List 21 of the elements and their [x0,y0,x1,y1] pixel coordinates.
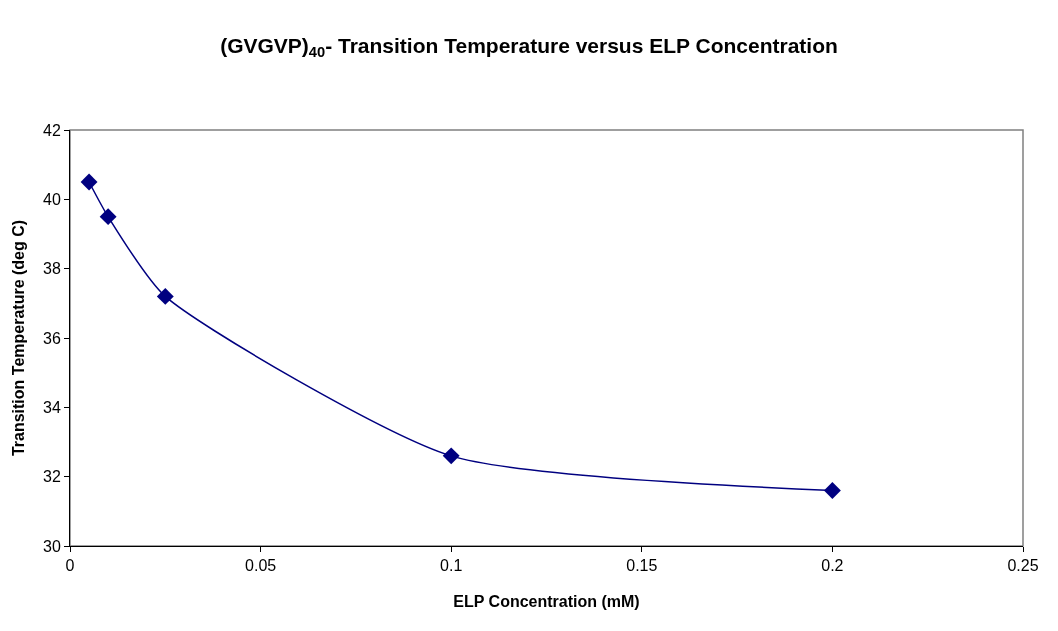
point [156,287,174,305]
x-tick-label: 0.1 [440,557,463,575]
y-tick-label: 40 [43,190,61,208]
x-tick-label: 0.15 [626,557,658,575]
chart-title: (GVGVP)$_{40}$- Transition Temperature versus ELP Concentration [220,33,838,60]
y-tick-label: 30 [43,537,61,555]
x-tick-label: 0.25 [1007,557,1039,575]
x-axis-title: ELP Concentration (mM) [453,592,640,610]
x-tick-label: 0 [65,557,75,575]
y-axis-title: Transition Temperature (deg C) [9,219,27,457]
point [823,482,841,499]
x-tick-label: 0.05 [245,557,277,575]
point [99,208,117,226]
y-tick-label: 34 [43,398,61,416]
point [442,447,460,465]
y-tick-label: 38 [43,260,61,278]
x-tick-label: 0.2 [821,557,844,575]
point [80,173,98,191]
y-tick-label: 42 [43,121,61,139]
y-tick-label: 32 [43,468,61,486]
y-tick-label: 36 [43,329,61,347]
